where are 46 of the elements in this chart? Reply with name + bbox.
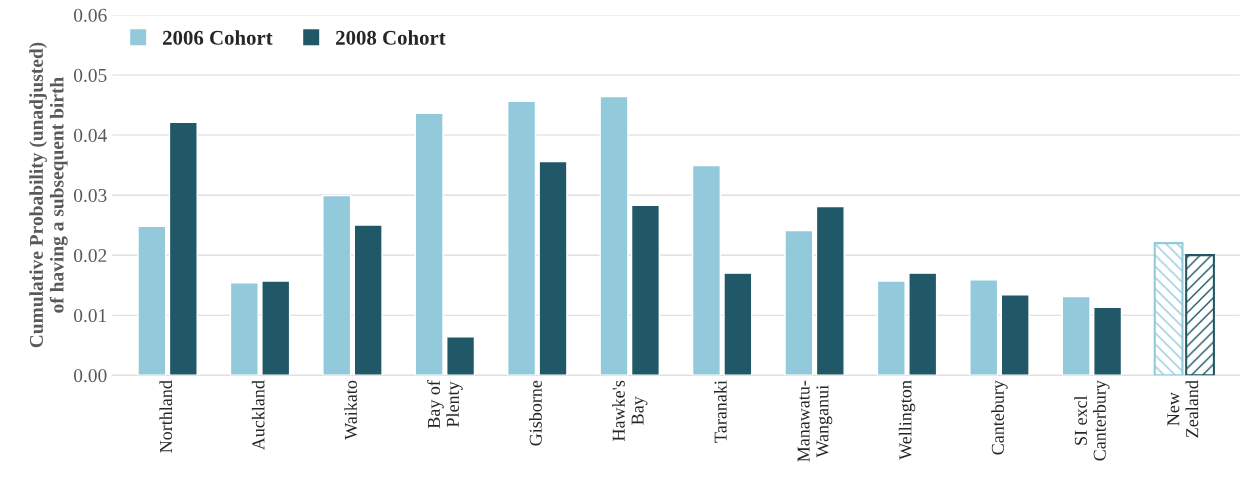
bar [414, 112, 444, 376]
x-tick-label: Auckland [251, 380, 265, 451]
x-tick-label: New Zealand [1167, 380, 1199, 438]
legend-label: 2006 Cohort [163, 30, 273, 45]
x-tick-label: Northland [159, 380, 173, 453]
bar [446, 336, 476, 376]
bar [261, 280, 291, 376]
bar [1061, 295, 1091, 376]
bar [599, 95, 629, 376]
bar [1000, 294, 1030, 376]
bar [353, 224, 383, 376]
bar [723, 272, 753, 376]
bar [168, 121, 198, 376]
x-tick-label: Bay of Plenty [427, 380, 463, 429]
bar [691, 164, 722, 376]
y-tick-label: 0.06 [73, 8, 107, 22]
y-axis-title: Cumulative Probability (unadjusted) of having a subsequent birth [29, 42, 68, 348]
bar [876, 280, 906, 376]
bar [1093, 306, 1123, 376]
x-tick-label: Hawke's Bay [612, 380, 648, 441]
y-tick-label: 0.01 [73, 309, 107, 323]
x-tick-label: Wellington [898, 380, 916, 460]
y-tick-label: 0.04 [73, 128, 107, 143]
x-tick-label: Waikato [344, 380, 358, 440]
bar [815, 205, 845, 376]
bar [229, 282, 259, 376]
x-tick-label: Taranaki [713, 380, 727, 443]
bar [784, 229, 814, 376]
x-tick-label: SI excl Canterbury [1074, 380, 1110, 461]
legend-label: 2008 Cohort [336, 30, 446, 45]
x-tick-label: Manawatu- Wanganui [797, 380, 833, 462]
y-tick-label: 0.05 [73, 68, 107, 82]
bar [322, 194, 352, 376]
x-tick-label: Cantebury [991, 380, 1008, 455]
bar [908, 272, 938, 376]
bar [137, 225, 167, 376]
bar [1185, 254, 1215, 376]
bar [630, 204, 661, 376]
y-tick-label: 0.03 [73, 188, 107, 203]
bar [507, 100, 537, 376]
x-tick-label: Gisborne [529, 380, 542, 446]
y-tick-label: 0.00 [73, 369, 107, 383]
bar [538, 160, 568, 376]
y-tick-label: 0.02 [73, 248, 107, 263]
bar [969, 279, 999, 376]
bar [1153, 242, 1184, 376]
